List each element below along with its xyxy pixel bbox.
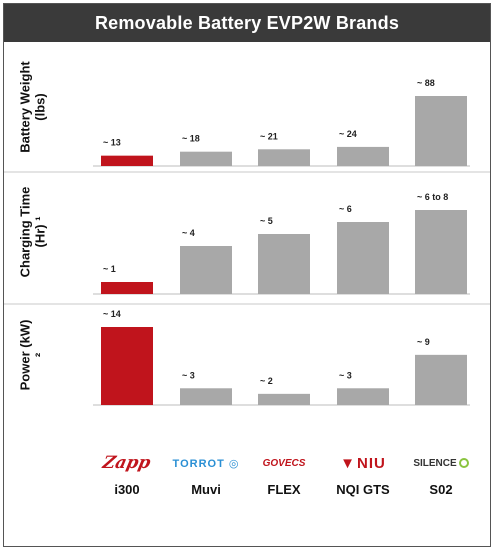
brand-logo-torrot: TORROT ◎ — [172, 457, 240, 470]
data-label-2-FLEX: ~ 2 — [260, 376, 273, 386]
bar-2-NQI GTS — [337, 388, 389, 405]
data-label-2-Muvi: ~ 3 — [182, 370, 195, 380]
bar-0-S02 — [415, 96, 467, 166]
brand-logo-niu: ▼NIU — [340, 454, 386, 472]
data-label-1-NQI GTS: ~ 6 — [339, 204, 352, 214]
bar-0-FLEX — [258, 149, 310, 166]
ylabel-0-line1: Battery Weight — [17, 61, 32, 153]
brand-flex: GOVECS FLEX — [238, 452, 330, 498]
data-label-2-NQI GTS: ~ 3 — [339, 370, 352, 380]
bar-0-NQI GTS — [337, 146, 389, 166]
chart-frame: Removable Battery EVP2W Brands — [3, 3, 491, 547]
data-label-0-S02: ~ 88 — [417, 78, 435, 88]
bar-1-Muvi — [180, 246, 232, 294]
ylabel-0-line2: (lbs) — [32, 93, 47, 120]
bar-1-NQI GTS — [337, 222, 389, 294]
data-label-0-Muvi: ~ 18 — [182, 134, 200, 144]
bar-1-S02 — [415, 210, 467, 294]
ylabel-0: Battery Weight(lbs) — [17, 61, 47, 153]
data-label-1-i300: ~ 1 — [103, 264, 116, 274]
brand-nqi-gts: ▼NIU NQI GTS — [317, 452, 409, 498]
brand-model-label: FLEX — [267, 482, 301, 497]
bar-1-FLEX — [258, 234, 310, 294]
bar-1-i300 — [101, 282, 153, 294]
data-label-0-NQI GTS: ~ 24 — [339, 129, 357, 139]
ylabel-1-line2: (Hr) ¹ — [32, 216, 47, 247]
data-label-1-FLEX: ~ 5 — [260, 216, 273, 226]
data-label-1-S02: ~ 6 to 8 — [417, 192, 448, 202]
bar-2-Muvi — [180, 388, 232, 405]
ylabel-2-line2: ² — [32, 352, 47, 357]
data-label-0-FLEX: ~ 21 — [260, 131, 278, 141]
brand-logo-silence: SILENCE — [395, 452, 487, 474]
brand-i300: Zapp i300 — [81, 452, 173, 497]
brand-muvi: TORROT ◎ Muvi — [160, 452, 252, 498]
chart-title: Removable Battery EVP2W Brands — [4, 4, 490, 42]
data-label-2-i300: ~ 14 — [103, 309, 121, 319]
data-label-0-i300: ~ 13 — [103, 138, 121, 148]
bar-2-FLEX — [258, 393, 310, 405]
bar-2-i300 — [101, 327, 153, 405]
brand-logo-govecs: GOVECS — [262, 457, 306, 469]
ylabel-1: Charging Time(Hr) ¹ — [17, 187, 47, 278]
data-label-1-Muvi: ~ 4 — [182, 228, 195, 238]
data-label-2-S02: ~ 9 — [417, 337, 430, 347]
brand-model-label: Muvi — [191, 482, 221, 497]
brand-model-label: i300 — [114, 482, 140, 497]
bar-0-Muvi — [180, 151, 232, 166]
bar-2-S02 — [415, 354, 467, 405]
brand-s02: SILENCE S02 — [395, 452, 487, 497]
ylabel-2-line1: Power (kW) — [17, 320, 32, 391]
brand-model-label: NQI GTS — [336, 482, 390, 497]
bar-0-i300 — [101, 155, 153, 166]
ylabel-1-line1: Charging Time — [17, 187, 32, 278]
ylabel-2: Power (kW)² — [17, 320, 47, 391]
brand-model-label: S02 — [429, 482, 453, 497]
